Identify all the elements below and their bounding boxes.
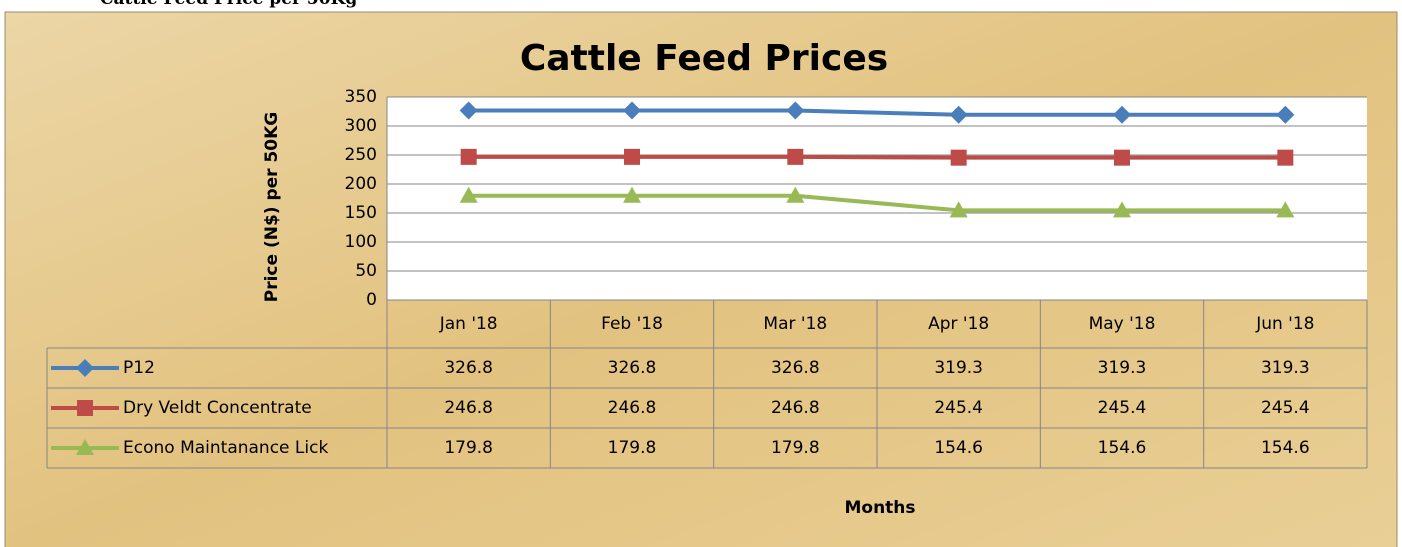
x-tick-label: Apr '18 <box>928 314 989 334</box>
table-value: 179.8 <box>444 438 493 458</box>
point <box>1113 105 1131 124</box>
table-value: 245.4 <box>1098 398 1147 418</box>
point <box>623 186 641 203</box>
point <box>1277 149 1294 166</box>
y-tick-label: 100 <box>345 232 377 252</box>
point <box>786 186 805 203</box>
y-tick-label: 0 <box>366 290 377 310</box>
table-value: 245.4 <box>1261 398 1310 418</box>
legend-label: P12 <box>123 358 155 378</box>
legend-marker <box>77 400 93 416</box>
table-value: 245.4 <box>934 398 983 418</box>
x-tick-label: Feb '18 <box>601 314 663 334</box>
table-value: 179.8 <box>608 438 657 458</box>
point <box>787 148 804 165</box>
point <box>459 186 478 203</box>
y-axis-label: Price (N$) per 50KG <box>262 112 282 303</box>
heading: Cattle Feed Price per 50Kg <box>100 0 357 9</box>
y-tick-label: 300 <box>345 116 377 136</box>
legend-marker <box>76 439 94 455</box>
y-tick-label: 150 <box>345 203 377 223</box>
table-value: 154.6 <box>1098 438 1147 458</box>
legend-label: Dry Veldt Concentrate <box>123 398 312 418</box>
point <box>949 201 968 218</box>
series-line <box>468 108 1286 117</box>
table-value: 319.3 <box>934 358 983 378</box>
y-tick-label: 250 <box>345 145 377 165</box>
y-tick-label: 350 <box>345 87 377 107</box>
table-value: 326.8 <box>608 358 657 378</box>
table-value: 319.3 <box>1098 358 1147 378</box>
point <box>1114 149 1130 166</box>
legend-label: Econo Maintanance Lick <box>123 438 328 458</box>
table-value: 246.8 <box>444 398 493 418</box>
point <box>623 101 641 120</box>
y-tick-label: 50 <box>355 261 377 281</box>
y-tick-label: 200 <box>345 174 377 194</box>
x-axis-label: Months <box>844 498 915 518</box>
x-tick-label: May '18 <box>1089 314 1156 334</box>
series-line <box>468 154 1286 160</box>
table-value: 246.8 <box>771 398 820 418</box>
point <box>786 101 805 120</box>
table-value: 154.6 <box>934 438 983 458</box>
table-value: 246.8 <box>608 398 657 418</box>
chart-title: Cattle Feed Prices <box>520 38 888 79</box>
table-value: 326.8 <box>771 358 820 378</box>
table-value: 326.8 <box>444 358 493 378</box>
table-value: 154.6 <box>1261 438 1310 458</box>
point <box>624 148 640 165</box>
point <box>1276 201 1295 218</box>
point <box>950 149 967 166</box>
table-value: 179.8 <box>771 438 820 458</box>
point <box>459 101 478 120</box>
x-tick-label: Jun '18 <box>1255 314 1314 334</box>
x-tick-label: Mar '18 <box>763 314 827 334</box>
series-line <box>468 193 1286 213</box>
point <box>460 148 477 165</box>
x-tick-label: Jan '18 <box>439 314 498 334</box>
point <box>949 105 968 124</box>
legend-marker <box>76 359 94 377</box>
table-value: 319.3 <box>1261 358 1310 378</box>
point <box>1113 201 1131 218</box>
plot-area <box>387 97 1367 300</box>
point <box>1276 105 1295 124</box>
